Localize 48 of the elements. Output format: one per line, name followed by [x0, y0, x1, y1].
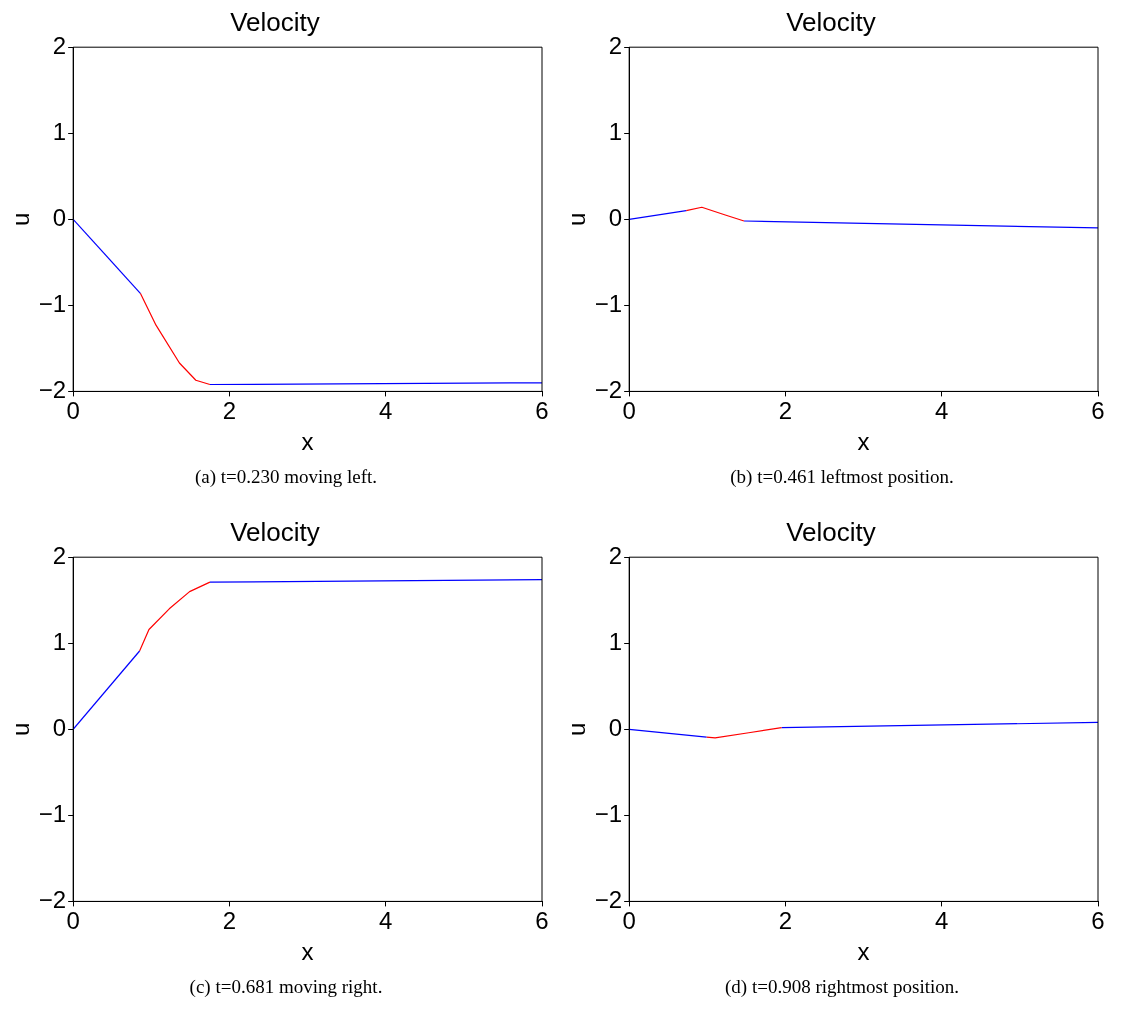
- y-tick-label: −2: [38, 886, 67, 914]
- y-tick-label: −1: [38, 289, 67, 317]
- y-tick-label: −2: [594, 376, 623, 404]
- y-tick-label: 2: [52, 541, 67, 569]
- text: (a) t=0.230 moving left.: [193, 466, 379, 488]
- x-axis-title: x: [301, 938, 314, 966]
- x-tick-label: 4: [379, 907, 393, 935]
- x-tick-label: 6: [1091, 907, 1105, 935]
- chart-title: Velocity: [786, 6, 876, 37]
- x-tick-label: 2: [778, 907, 793, 935]
- y-tick-label: 0: [608, 203, 623, 231]
- text: (d) t=0.908 rightmost position.: [724, 976, 960, 998]
- x-tick-label: 2: [778, 397, 793, 425]
- y-tick-label: 2: [608, 541, 623, 569]
- chart-title: Velocity: [786, 516, 876, 547]
- y-axis-title: u: [7, 722, 35, 736]
- y-tick-label: 0: [608, 713, 623, 741]
- y-tick-label: 1: [52, 117, 67, 145]
- chart-title: Velocity: [230, 6, 320, 37]
- y-tick-label: −1: [594, 289, 623, 317]
- y-tick-label: −2: [594, 886, 623, 914]
- x-tick-label: 6: [1091, 397, 1105, 425]
- x-tick-label: 6: [535, 907, 549, 935]
- y-axis-title: u: [563, 722, 591, 736]
- x-tick-label: 2: [222, 397, 237, 425]
- x-tick-label: 4: [379, 397, 393, 425]
- x-axis-title: x: [857, 428, 870, 456]
- y-tick-label: 0: [52, 203, 67, 231]
- text: (c) t=0.681 moving right.: [188, 976, 384, 998]
- y-tick-label: −2: [38, 376, 67, 404]
- y-tick-label: 1: [608, 627, 623, 655]
- y-tick-label: 1: [608, 117, 623, 145]
- x-axis-title: x: [857, 938, 870, 966]
- y-tick-label: 1: [52, 627, 67, 655]
- x-axis-title: x: [301, 428, 314, 456]
- y-axis-title: u: [7, 212, 35, 226]
- x-tick-label: 6: [535, 397, 549, 425]
- x-tick-label: 4: [935, 907, 949, 935]
- x-tick-label: 4: [935, 397, 949, 425]
- y-tick-label: 0: [52, 713, 67, 741]
- y-tick-label: 2: [52, 31, 67, 59]
- y-axis-title: u: [563, 212, 591, 226]
- y-tick-label: 2: [608, 31, 623, 59]
- y-tick-label: −1: [594, 799, 623, 827]
- x-tick-label: 2: [222, 907, 237, 935]
- text: (b) t=0.461 leftmost position.: [729, 466, 955, 488]
- chart-title: Velocity: [230, 516, 320, 547]
- y-tick-label: −1: [38, 799, 67, 827]
